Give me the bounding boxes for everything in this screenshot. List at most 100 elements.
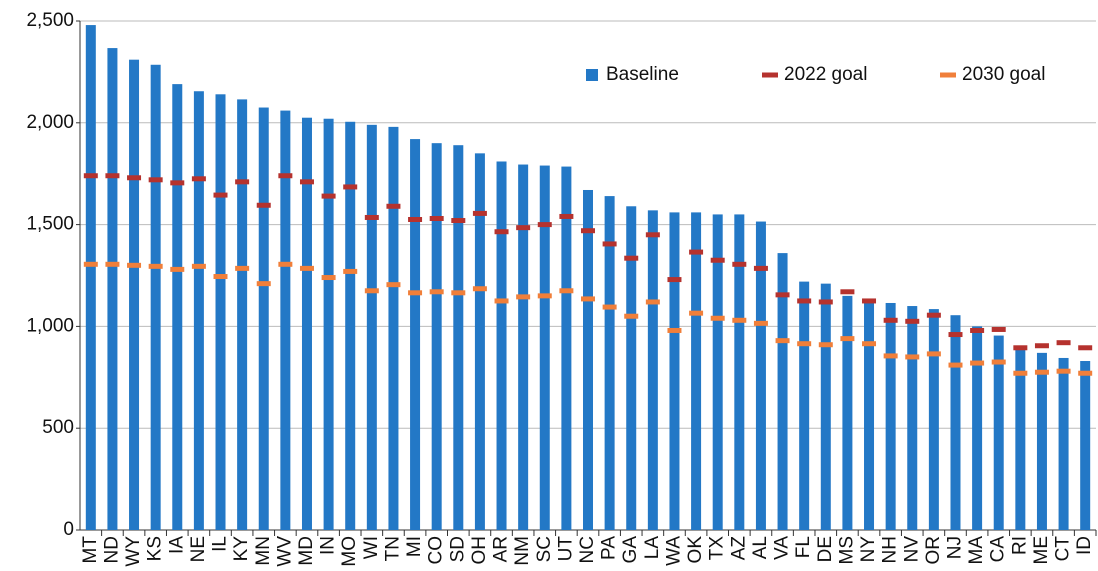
- y-tick-label: 2,500: [26, 10, 74, 31]
- x-tick-label: LA: [642, 536, 663, 560]
- bar: [755, 221, 766, 530]
- x-tick-label: WA: [663, 536, 684, 566]
- bar: [453, 145, 464, 531]
- bar: [864, 300, 875, 530]
- bar: [85, 25, 96, 531]
- bar: [777, 253, 788, 530]
- x-tick-label: WI: [361, 536, 382, 559]
- bar: [626, 206, 637, 530]
- x-tick-label: NJ: [945, 536, 966, 559]
- x-tick-label: AL: [750, 536, 771, 559]
- x-tick-label: KS: [145, 536, 166, 561]
- x-tick-label: CA: [988, 536, 1009, 563]
- bar: [237, 99, 248, 531]
- bar: [215, 94, 226, 531]
- bar: [561, 166, 572, 530]
- y-tick-label: 0: [63, 519, 74, 540]
- x-tick-label: GA: [620, 536, 641, 564]
- bar: [1015, 345, 1026, 530]
- bar: [323, 118, 334, 530]
- bar: [388, 126, 399, 530]
- bar: [820, 283, 831, 530]
- bar: [431, 143, 442, 530]
- bar: [172, 84, 183, 530]
- x-tick-label: IN: [318, 536, 339, 555]
- bar: [907, 306, 918, 530]
- x-tick-label: NV: [901, 536, 922, 563]
- x-tick-label: TX: [707, 536, 728, 561]
- x-tick-label: OH: [469, 536, 490, 565]
- bar: [410, 139, 421, 530]
- x-tick-label: MT: [80, 536, 101, 564]
- x-tick-label: MO: [339, 536, 360, 567]
- x-tick-label: WY: [123, 536, 144, 567]
- bar: [280, 110, 291, 531]
- bar: [107, 48, 118, 531]
- x-tick-label: AZ: [728, 536, 749, 561]
- y-tick-label: 1,000: [26, 315, 74, 336]
- x-tick-label: NC: [577, 536, 598, 563]
- bar: [1058, 357, 1069, 530]
- bar: [193, 91, 204, 530]
- bar: [972, 326, 983, 530]
- bar: [1036, 352, 1047, 530]
- x-tick-label: SC: [534, 536, 555, 562]
- bar: [518, 164, 529, 530]
- y-tick-label: 500: [42, 417, 74, 438]
- x-tick-label: IL: [210, 536, 231, 552]
- bar: [885, 302, 896, 530]
- bar: [604, 196, 615, 530]
- bar: [842, 295, 853, 530]
- x-tick-label: MN: [253, 536, 274, 566]
- bar: [150, 64, 161, 531]
- x-tick-label: NM: [512, 536, 533, 566]
- x-tick-label: VA: [772, 536, 793, 560]
- x-tick-label: PA: [599, 536, 620, 560]
- bar: [799, 281, 810, 530]
- legend-label: Baseline: [606, 64, 679, 85]
- bar: [691, 212, 702, 530]
- bar: [345, 121, 356, 531]
- x-tick-label: MD: [296, 536, 317, 566]
- y-tick-label: 2,000: [26, 112, 74, 133]
- bar: [583, 189, 593, 530]
- legend-label: 2022 goal: [784, 64, 867, 85]
- bar: [734, 214, 745, 531]
- x-tick-label: MI: [404, 536, 425, 557]
- x-tick-label: MA: [966, 536, 987, 565]
- x-tick-label: ND: [101, 536, 122, 563]
- x-tick-label: OK: [685, 536, 706, 564]
- x-tick-label: OR: [923, 536, 944, 565]
- bar: [258, 107, 269, 530]
- x-tick-label: ME: [1031, 536, 1052, 565]
- bar: [366, 124, 377, 530]
- x-tick-label: SD: [447, 536, 468, 562]
- bar: [712, 214, 723, 531]
- x-tick-label: ID: [1074, 536, 1095, 555]
- x-tick-label: IA: [166, 536, 187, 554]
- legend-swatch: [586, 69, 598, 81]
- bar: [928, 309, 939, 530]
- x-tick-label: KY: [231, 536, 252, 562]
- x-tick-label: MS: [836, 536, 857, 565]
- x-tick-label: NY: [858, 536, 879, 563]
- x-tick-label: DE: [815, 536, 836, 562]
- x-tick-label: FL: [793, 536, 814, 558]
- x-tick-label: TN: [382, 536, 403, 561]
- x-tick-label: CO: [426, 536, 447, 565]
- x-tick-label: NE: [188, 536, 209, 562]
- bar: [993, 335, 1004, 530]
- x-tick-label: RI: [1009, 536, 1030, 555]
- bar: [1080, 361, 1091, 530]
- bar: [539, 165, 550, 530]
- legend-label: 2030 goal: [962, 64, 1045, 85]
- bar: [669, 212, 680, 530]
- bar: [496, 161, 507, 530]
- x-tick-label: AR: [491, 536, 512, 562]
- x-tick-label: UT: [555, 536, 576, 562]
- x-tick-label: WV: [274, 536, 295, 567]
- bar: [474, 153, 485, 530]
- bar: [647, 210, 658, 530]
- bar: [301, 117, 312, 531]
